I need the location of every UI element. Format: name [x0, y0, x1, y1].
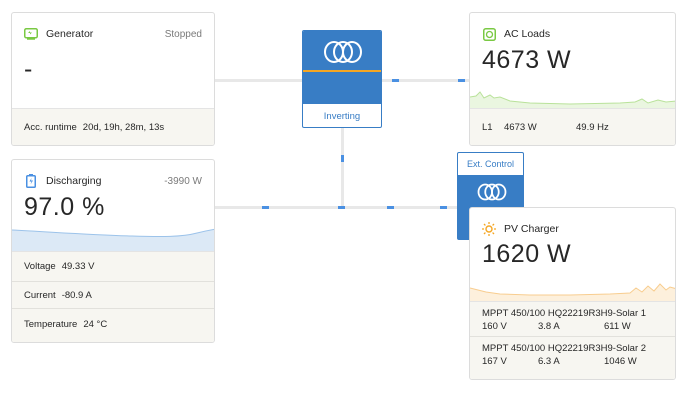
inverter-status: Inverting — [323, 111, 361, 122]
runtime-label: Acc. runtime — [24, 121, 77, 133]
mppt-voltage: 160 V — [482, 321, 507, 332]
ac-loads-card[interactable]: AC Loads 4673 W L1 4673 W 49.9 Hz — [469, 12, 676, 146]
phase-frequency: 49.9 Hz — [576, 121, 609, 133]
ext-control-label: Ext. Control — [458, 153, 523, 175]
temperature-row: Temperature 24 °C — [12, 309, 214, 339]
current-row: Current -80.9 A — [12, 282, 214, 309]
flow-dot — [387, 206, 394, 209]
inverter-orange-line — [303, 70, 381, 72]
wire-inverter-dcbus — [341, 128, 344, 208]
ac-loads-icon — [482, 27, 496, 41]
mppt-charger-item: MPPT 450/100 HQ22219R3H9-Solar 1 160 V 3… — [470, 302, 675, 337]
flow-dot — [262, 206, 269, 209]
mppt-power: 1046 W — [604, 356, 637, 367]
phase-power: 4673 W — [504, 121, 537, 133]
mppt-current: 6.3 A — [538, 356, 560, 367]
pv-charger-graph — [470, 283, 675, 302]
mppt-current: 3.8 A — [538, 321, 560, 332]
current-label: Current — [24, 289, 56, 301]
generator-card[interactable]: Generator Stopped - Acc. runtime 20d, 19… — [11, 12, 215, 146]
inverter-box[interactable]: Inverting — [302, 30, 382, 128]
ac-loads-header: AC Loads — [482, 25, 663, 43]
pv-charger-footer: MPPT 450/100 HQ22219R3H9-Solar 1 160 V 3… — [470, 301, 675, 379]
voltage-value: 49.33 V — [61, 261, 95, 272]
wire-generator-inverter — [215, 79, 303, 82]
phase-label: L1 — [482, 121, 493, 133]
flow-dot — [458, 79, 465, 82]
flow-dot — [440, 206, 447, 209]
ac-loads-footer: L1 4673 W 49.9 Hz — [470, 108, 675, 145]
mppt-power: 611 W — [604, 321, 631, 332]
battery-title: Discharging — [46, 175, 102, 187]
pv-charger-value: 1620 W — [482, 240, 572, 268]
current-value: -80.9 A — [61, 289, 92, 301]
temperature-label: Temperature — [24, 318, 78, 330]
flow-dot — [341, 155, 344, 162]
mppt-name: MPPT 450/100 HQ22219R3H9-Solar 2 — [482, 343, 647, 354]
battery-soc: 97.0 % — [24, 193, 105, 221]
generator-header: Generator Stopped — [24, 25, 202, 43]
victron-logo-icon — [324, 41, 362, 63]
inverter-top — [303, 31, 381, 104]
voltage-label: Voltage — [24, 261, 56, 272]
runtime-value: 20d, 19h, 28m, 13s — [82, 121, 165, 133]
voltage-row: Voltage 49.33 V — [12, 252, 214, 282]
temperature-value: 24 °C — [83, 318, 108, 330]
mppt-voltage: 167 V — [482, 356, 507, 367]
generator-value: - — [24, 55, 33, 83]
pv-charger-card[interactable]: PV Charger 1620 W MPPT 450/100 HQ22219R3… — [469, 207, 676, 380]
generator-icon — [24, 27, 38, 41]
battery-soc-graph — [12, 228, 214, 252]
battery-header: Discharging -3990 W — [24, 172, 202, 190]
pv-charger-header: PV Charger — [482, 220, 663, 238]
pv-charger-title: PV Charger — [504, 223, 559, 235]
battery-card[interactable]: Discharging -3990 W 97.0 % Voltage 49.33… — [11, 159, 215, 343]
battery-icon — [24, 174, 38, 188]
ac-loads-value: 4673 W — [482, 46, 572, 74]
victron-logo-icon — [477, 183, 507, 201]
flow-dot — [338, 206, 345, 209]
mppt-charger-item: MPPT 450/100 HQ22219R3H9-Solar 2 167 V 6… — [470, 337, 675, 371]
wire-inverter-acloads — [382, 79, 470, 82]
generator-title: Generator — [46, 28, 94, 40]
battery-footer: Voltage 49.33 V Current -80.9 A Temperat… — [12, 251, 214, 342]
ac-loads-title: AC Loads — [504, 28, 551, 40]
generator-status: Stopped — [164, 28, 202, 40]
ac-loads-graph — [470, 91, 675, 109]
generator-footer: Acc. runtime 20d, 19h, 28m, 13s — [12, 108, 214, 145]
sun-icon — [482, 222, 496, 236]
flow-dot — [392, 79, 399, 82]
mppt-name: MPPT 450/100 HQ22219R3H9-Solar 1 — [482, 308, 647, 319]
battery-power: -3990 W — [164, 175, 202, 187]
